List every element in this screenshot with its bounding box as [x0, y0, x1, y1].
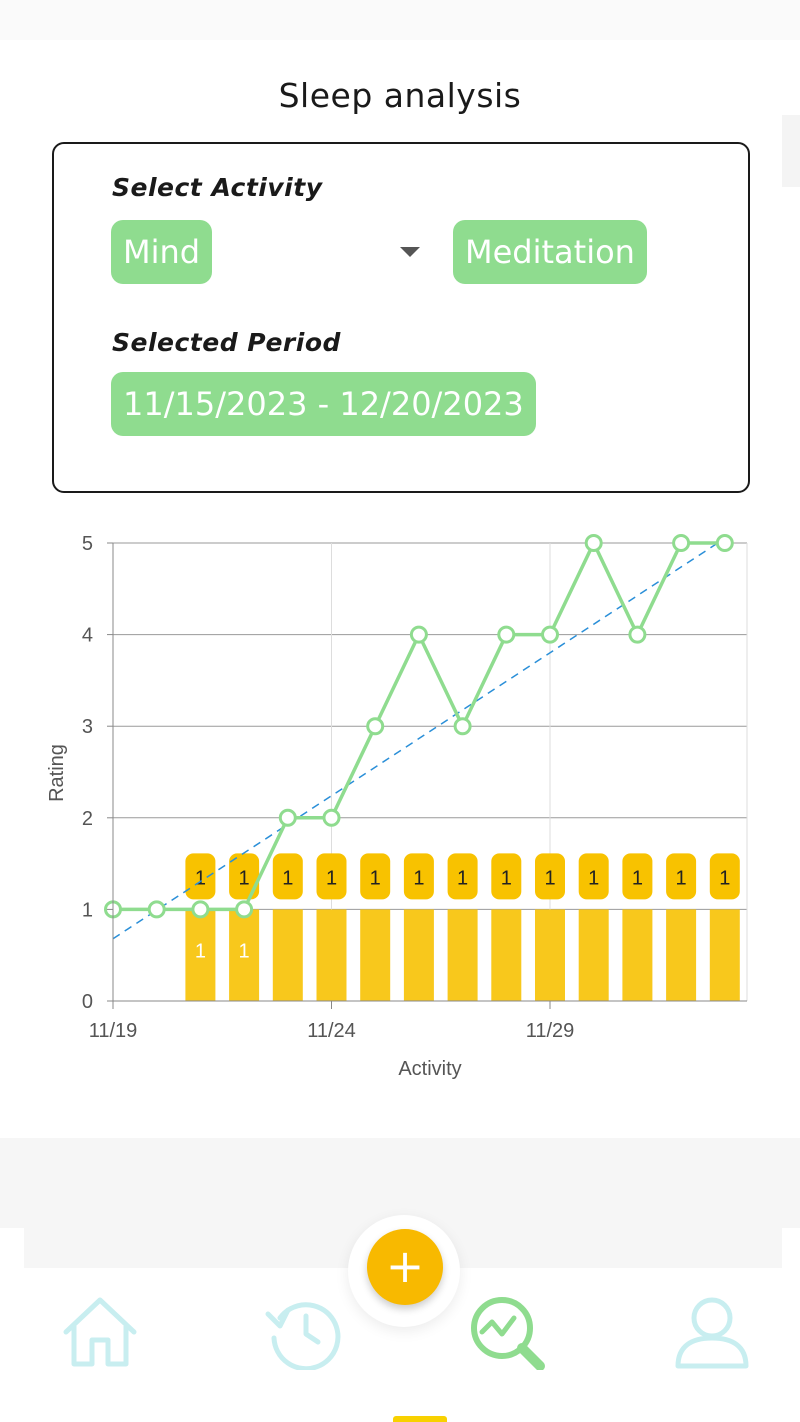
bar — [666, 909, 697, 1001]
data-point — [235, 900, 254, 919]
home-icon[interactable] — [60, 1294, 140, 1370]
footer-area — [0, 1138, 800, 1228]
bar-value-label: 1 — [195, 867, 206, 889]
bar-label-badge — [272, 853, 303, 900]
bar-value-label: 1 — [719, 867, 730, 889]
home-indicator — [393, 1416, 447, 1422]
scroll-indicator — [782, 115, 800, 187]
bar-value-label: 1 — [239, 867, 250, 889]
period-picker[interactable]: 11/15/2023 - 12/20/2023 — [111, 372, 536, 436]
bar-label-badge — [491, 853, 522, 900]
profile-icon[interactable] — [672, 1294, 752, 1370]
x-tick-label: 11/29 — [526, 1020, 575, 1042]
bar — [447, 909, 478, 1001]
data-point — [715, 534, 734, 552]
selected-period-label: Selected Period — [112, 328, 341, 357]
bar-label-badge — [709, 853, 740, 900]
data-point — [278, 808, 297, 827]
bar-inner-label: 1 — [195, 940, 206, 962]
bar — [491, 909, 522, 1001]
bar-label-badge — [229, 853, 260, 900]
add-button[interactable]: + — [367, 1229, 443, 1305]
y-tick-label: 1 — [82, 899, 93, 921]
bar-label-badge — [578, 853, 609, 900]
data-point — [541, 625, 559, 644]
bar-value-label: 1 — [544, 867, 555, 889]
bar-label-badge — [403, 853, 434, 900]
data-point — [628, 625, 647, 644]
y-tick-label: 0 — [82, 991, 93, 1013]
bar-label-badge — [666, 853, 697, 900]
bar-label-badge — [447, 853, 478, 900]
data-point — [453, 717, 472, 736]
status-area — [0, 0, 800, 40]
category-dropdown[interactable]: Mind — [111, 220, 213, 284]
bar-value-label: 1 — [282, 867, 293, 889]
bar-value-label: 1 — [457, 867, 468, 889]
activity-chip[interactable]: Meditation — [453, 220, 647, 284]
bar-label-badge — [535, 853, 565, 900]
bar-label-badge — [622, 853, 653, 900]
data-point — [366, 717, 385, 736]
x-tick-label: 11/24 — [307, 1020, 356, 1042]
x-axis-label: Activity — [398, 1058, 461, 1080]
bar-inner-label: 1 — [239, 940, 250, 962]
chevron-down-icon[interactable] — [400, 247, 420, 257]
page-title: Sleep analysis — [278, 76, 522, 115]
data-point — [322, 808, 341, 827]
bar-value-label: 1 — [501, 867, 512, 889]
y-tick-label: 4 — [82, 625, 93, 647]
bar — [229, 909, 260, 1001]
rating-chart: 1 1 1 1 1 1 1 1 1 1 1 1 1 1 1 0 1 2 3 4 5 11/19 11/24 11/29 Ac… — [46, 533, 748, 1080]
x-tick-label: 11/19 — [89, 1020, 138, 1042]
select-activity-label: Select Activity — [112, 173, 323, 202]
y-axis-label: Rating — [46, 744, 68, 802]
bar — [622, 909, 653, 1001]
y-tick-label: 3 — [82, 716, 93, 738]
data-point — [497, 625, 516, 644]
bar — [272, 909, 303, 1001]
bar-label-badge — [185, 853, 216, 900]
analytics-icon[interactable] — [468, 1294, 548, 1370]
bar — [709, 909, 740, 1001]
bar — [316, 909, 347, 1001]
history-icon[interactable] — [264, 1296, 344, 1370]
bar-value-label: 1 — [326, 867, 337, 889]
bar — [360, 909, 391, 1001]
bar-value-label: 1 — [588, 867, 599, 889]
data-point — [409, 625, 428, 644]
data-point — [191, 900, 210, 919]
bar — [403, 909, 434, 1001]
data-point — [584, 534, 603, 552]
bar-value-label: 1 — [676, 867, 687, 889]
bar-value-label: 1 — [632, 867, 643, 889]
y-tick-label: 5 — [82, 533, 93, 555]
bar-label-badge — [360, 853, 391, 900]
bar-label-badge — [316, 853, 347, 900]
bar — [185, 909, 216, 1001]
bar — [535, 909, 565, 1001]
bar — [578, 909, 609, 1001]
data-point — [672, 534, 691, 552]
bar-value-label: 1 — [413, 867, 424, 889]
data-point — [147, 900, 166, 919]
y-tick-label: 2 — [82, 808, 93, 830]
bar-value-label: 1 — [370, 867, 381, 889]
